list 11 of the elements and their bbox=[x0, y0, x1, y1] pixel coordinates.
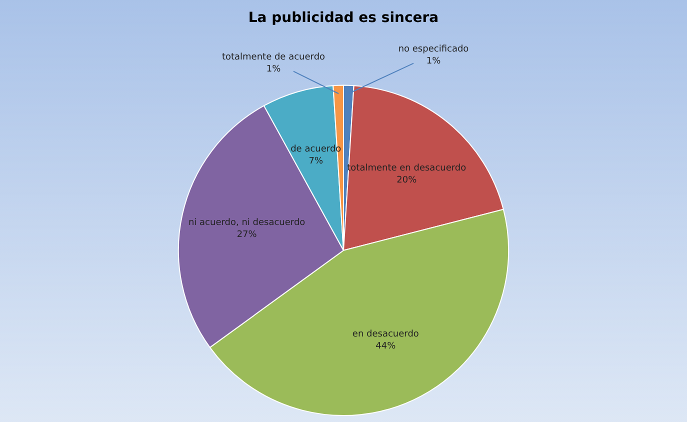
slice-label: totalmente de acuerdo bbox=[222, 52, 326, 63]
data-label: 20% bbox=[396, 175, 418, 186]
data-label: 7% bbox=[308, 156, 324, 167]
data-label: 44% bbox=[376, 341, 396, 352]
slice-label: ni acuerdo, ni desacuerdo bbox=[188, 218, 306, 228]
slice-label: en desacuerdo bbox=[352, 329, 420, 340]
data-label: 27% bbox=[236, 230, 258, 240]
chart-title: La publicidad es sincera bbox=[248, 10, 439, 26]
data-label: 1% bbox=[426, 56, 442, 67]
slice-label: no especificado bbox=[398, 44, 470, 55]
data-label: 1% bbox=[266, 64, 282, 75]
